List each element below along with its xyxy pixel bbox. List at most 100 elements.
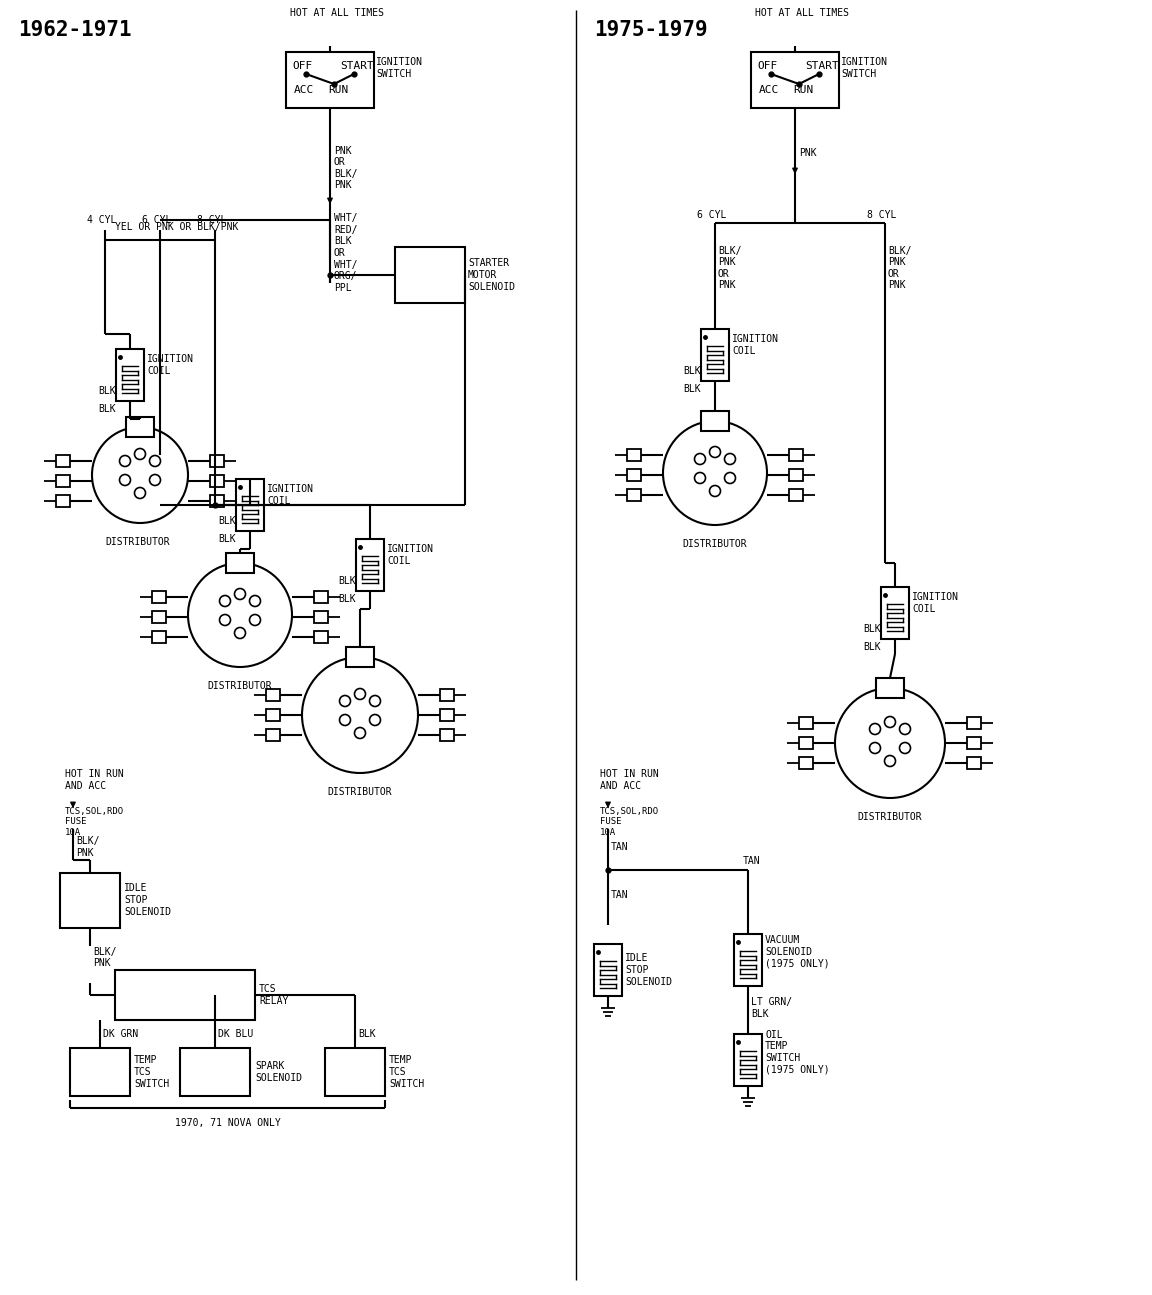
Text: VACUUM
SOLENOID
(1975 ONLY): VACUUM SOLENOID (1975 ONLY)	[765, 935, 829, 969]
Bar	[734, 934, 761, 985]
Text: BLK: BLK	[98, 386, 115, 396]
Bar	[56, 475, 70, 487]
Bar	[180, 1048, 250, 1096]
Text: STARTER
MOTOR
SOLENOID: STARTER MOTOR SOLENOID	[468, 259, 515, 291]
Text: DISTRIBUTOR: DISTRIBUTOR	[327, 787, 393, 796]
Bar	[152, 611, 166, 623]
Text: IDLE
STOP
SOLENOID: IDLE STOP SOLENOID	[626, 953, 672, 987]
Text: BLK: BLK	[863, 642, 880, 651]
Text: TCS,SOL,RDO
FUSE
10A: TCS,SOL,RDO FUSE 10A	[600, 807, 659, 837]
Bar	[210, 455, 223, 467]
Text: 8 CYL: 8 CYL	[197, 215, 227, 225]
Text: BLK: BLK	[338, 594, 356, 603]
Text: DISTRIBUTOR: DISTRIBUTOR	[858, 812, 923, 822]
Text: WHT/
RED/
BLK
OR
WHT/
ORG/
PPL: WHT/ RED/ BLK OR WHT/ ORG/ PPL	[334, 214, 357, 293]
Text: OFF: OFF	[291, 61, 312, 71]
Text: RUN: RUN	[793, 85, 813, 95]
Bar	[799, 737, 813, 749]
Bar	[799, 717, 813, 729]
Bar	[152, 631, 166, 644]
Text: HOT IN RUN
AND ACC: HOT IN RUN AND ACC	[600, 769, 659, 791]
Text: 4 CYL: 4 CYL	[88, 215, 116, 225]
Text: 6 CYL: 6 CYL	[142, 215, 172, 225]
Bar	[440, 729, 454, 741]
Text: OFF: OFF	[757, 61, 778, 71]
Bar	[702, 411, 729, 431]
Text: BLK: BLK	[218, 515, 236, 526]
Text: 1975-1979: 1975-1979	[594, 19, 707, 40]
Bar	[314, 591, 328, 603]
Bar	[876, 679, 904, 698]
Bar	[266, 708, 280, 721]
Bar	[789, 490, 803, 501]
Bar	[594, 944, 622, 996]
Text: SPARK
SOLENOID: SPARK SOLENOID	[255, 1061, 302, 1083]
Text: DISTRIBUTOR: DISTRIBUTOR	[106, 537, 170, 546]
Bar	[789, 449, 803, 461]
Bar	[286, 52, 374, 107]
Text: 8 CYL: 8 CYL	[867, 210, 896, 220]
Text: DISTRIBUTOR: DISTRIBUTOR	[683, 539, 748, 549]
Text: IGNITION
COIL: IGNITION COIL	[912, 592, 958, 614]
Text: TEMP
TCS
SWITCH: TEMP TCS SWITCH	[134, 1055, 169, 1089]
Text: BLK/
PNK
OR
PNK: BLK/ PNK OR PNK	[718, 246, 742, 290]
Text: DK GRN: DK GRN	[103, 1030, 138, 1039]
Text: HOT IN RUN
AND ACC: HOT IN RUN AND ACC	[65, 769, 123, 791]
Text: IGNITION
COIL: IGNITION COIL	[732, 334, 779, 356]
Bar	[627, 469, 641, 480]
Bar	[627, 449, 641, 461]
Text: 6 CYL: 6 CYL	[697, 210, 727, 220]
Text: BLK/
PNK: BLK/ PNK	[76, 837, 99, 857]
Bar	[236, 479, 264, 531]
Text: DISTRIBUTOR: DISTRIBUTOR	[207, 681, 272, 692]
Bar	[266, 729, 280, 741]
Text: IDLE
STOP
SOLENOID: IDLE STOP SOLENOID	[124, 883, 170, 917]
Bar	[226, 553, 253, 572]
Bar	[967, 717, 982, 729]
Text: IGNITION
SWITCH: IGNITION SWITCH	[841, 57, 888, 79]
Bar	[325, 1048, 385, 1096]
Bar	[967, 758, 982, 769]
Bar	[115, 970, 255, 1020]
Text: DK BLU: DK BLU	[218, 1030, 253, 1039]
Bar	[799, 758, 813, 769]
Text: OIL
TEMP
SWITCH
(1975 ONLY): OIL TEMP SWITCH (1975 ONLY)	[765, 1030, 829, 1075]
Text: LT GRN/
BLK: LT GRN/ BLK	[751, 997, 793, 1019]
Text: RUN: RUN	[328, 85, 348, 95]
Bar	[126, 417, 154, 436]
Text: TCS,SOL,RDO
FUSE
10A: TCS,SOL,RDO FUSE 10A	[65, 807, 124, 837]
Bar	[627, 490, 641, 501]
Text: TEMP
TCS
SWITCH: TEMP TCS SWITCH	[389, 1055, 424, 1089]
Bar	[881, 587, 909, 638]
Bar	[266, 689, 280, 701]
Text: ACC: ACC	[759, 85, 779, 95]
Text: BLK: BLK	[338, 576, 356, 587]
Text: BLK: BLK	[683, 385, 700, 394]
Bar	[789, 469, 803, 480]
Bar	[116, 348, 144, 401]
Bar	[314, 611, 328, 623]
Bar	[440, 689, 454, 701]
Text: IGNITION
COIL: IGNITION COIL	[147, 355, 194, 376]
Text: 1962-1971: 1962-1971	[18, 19, 131, 40]
Text: BLK: BLK	[683, 366, 700, 376]
Text: BLK: BLK	[98, 404, 115, 414]
Bar	[210, 495, 223, 508]
Bar	[70, 1048, 130, 1096]
Text: HOT AT ALL TIMES: HOT AT ALL TIMES	[290, 8, 384, 18]
Text: PNK: PNK	[799, 148, 817, 158]
Text: IGNITION
SWITCH: IGNITION SWITCH	[376, 57, 423, 79]
Bar	[967, 737, 982, 749]
Text: BLK: BLK	[218, 534, 236, 544]
Bar	[56, 455, 70, 467]
Text: TAN: TAN	[743, 856, 760, 866]
Bar	[56, 495, 70, 508]
Bar	[346, 648, 374, 667]
Text: BLK/
PNK
OR
PNK: BLK/ PNK OR PNK	[888, 246, 911, 290]
Text: BLK: BLK	[358, 1030, 376, 1039]
Text: BLK: BLK	[863, 624, 880, 635]
Text: ACC: ACC	[294, 85, 314, 95]
Bar	[734, 1033, 761, 1087]
Text: IGNITION
COIL: IGNITION COIL	[387, 544, 434, 566]
Bar	[356, 539, 384, 591]
